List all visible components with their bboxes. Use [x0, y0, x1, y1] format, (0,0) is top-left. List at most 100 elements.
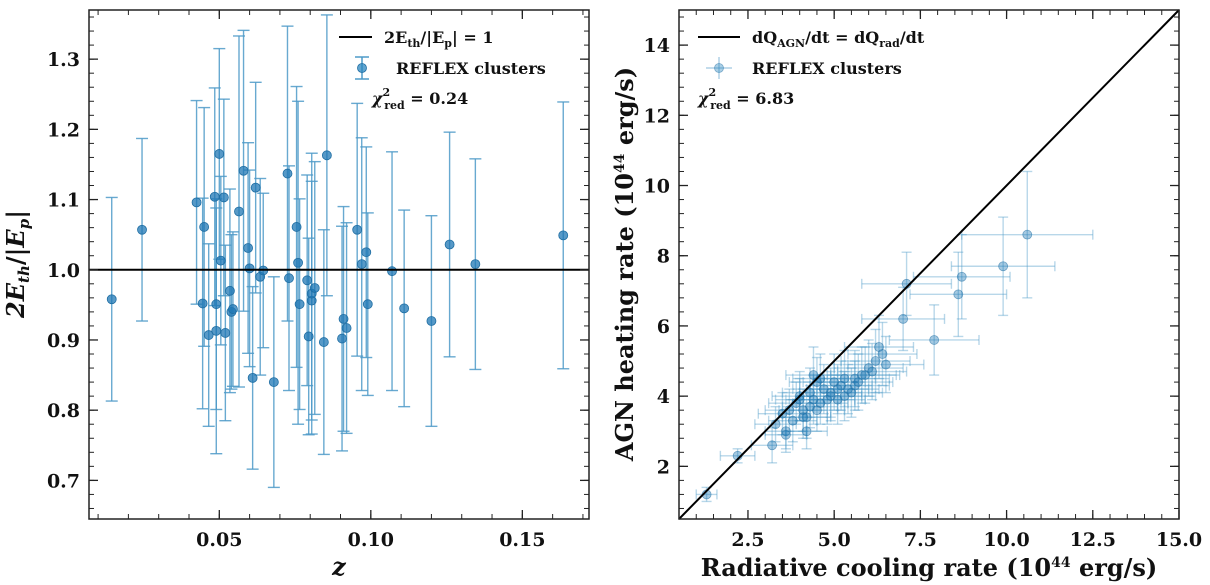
- data-point: [310, 284, 319, 293]
- left-legend-line-label: 2Eth/|Ep| = 1: [384, 28, 493, 50]
- identity-line: [679, 10, 1179, 519]
- data-point: [930, 335, 939, 344]
- data-point: [899, 314, 908, 323]
- data-point: [957, 272, 966, 281]
- data-point: [269, 378, 278, 387]
- data-point: [107, 295, 116, 304]
- left-points: [107, 149, 568, 386]
- data-point: [245, 264, 254, 273]
- data-point: [806, 402, 815, 411]
- data-point: [362, 248, 371, 257]
- x-tick-label: 15.0: [1156, 529, 1202, 551]
- y-tick-label: 12: [644, 105, 670, 127]
- data-point: [357, 260, 366, 269]
- data-point: [427, 317, 436, 326]
- left-legend-marker: [358, 64, 367, 73]
- left-frame: [89, 10, 589, 519]
- data-point: [338, 334, 347, 343]
- right-points: [702, 230, 1032, 499]
- data-point: [400, 304, 409, 313]
- data-point: [198, 299, 207, 308]
- data-point: [388, 267, 397, 276]
- data-point: [339, 314, 348, 323]
- data-point: [138, 225, 147, 234]
- y-tick-label: 1.1: [47, 190, 80, 212]
- right-legend: dQAGN/dt = dQrad/dt REFLEX clusters χ2 re…: [697, 28, 925, 112]
- data-point: [210, 192, 219, 201]
- right-legend-line-label: dQAGN/dt = dQrad/dt: [752, 28, 925, 50]
- y-tick-label: 1.0: [47, 260, 80, 282]
- data-point: [881, 360, 890, 369]
- data-point: [878, 350, 887, 359]
- data-point: [799, 413, 808, 422]
- y-tick-label: 10: [644, 176, 670, 198]
- y-tick-label: 0.7: [47, 470, 80, 492]
- data-point: [239, 166, 248, 175]
- data-point: [788, 416, 797, 425]
- data-point: [295, 300, 304, 309]
- y-tick-label: 2: [657, 456, 670, 478]
- x-tick-label: 10.0: [983, 529, 1029, 551]
- data-point: [225, 286, 234, 295]
- y-tick-label: 4: [657, 386, 670, 408]
- y-tick-label: 1.3: [47, 49, 80, 71]
- data-point: [826, 392, 835, 401]
- data-point: [285, 274, 294, 283]
- data-point: [283, 169, 292, 178]
- data-point: [244, 244, 253, 253]
- y-tick-label: 0.9: [47, 330, 80, 352]
- right-panel: 2.5 5.0 7.5 10.0 12.5 15.0 2 4 6 8 10 12 14 dQAGN/dt…: [610, 10, 1202, 582]
- x-tick-label: 7.5: [904, 529, 937, 551]
- data-point: [1023, 230, 1032, 239]
- data-point: [999, 262, 1008, 271]
- data-point: [768, 441, 777, 450]
- left-chi-squared-annotation: χ2 red = 0.24: [371, 86, 468, 112]
- data-point: [215, 149, 224, 158]
- left-legend-series-label: REFLEX clusters: [396, 59, 546, 78]
- x-tick-label: 12.5: [1070, 529, 1116, 551]
- x-tick-label: 5.0: [818, 529, 851, 551]
- right-chi-squared-annotation: χ2 red = 6.83: [697, 86, 794, 112]
- data-point: [303, 276, 312, 285]
- data-point: [212, 300, 221, 309]
- x-tick-label: 0.05: [196, 529, 242, 551]
- data-point: [216, 256, 225, 265]
- data-point: [854, 378, 863, 387]
- y-tick-label: 1.2: [47, 119, 80, 141]
- left-ticks: 0.05 0.10 0.15 0.7 0.8 0.9 1.0 1.1 1.2 1.3: [47, 10, 589, 551]
- left-ylabel: 2Eth/|Ep|: [1, 210, 33, 319]
- data-point: [235, 207, 244, 216]
- right-xlabel: Radiative cooling rate (1044 erg/s): [701, 553, 1158, 582]
- data-point: [802, 427, 811, 436]
- right-legend-series-label: REFLEX clusters: [752, 59, 902, 78]
- data-point: [471, 260, 480, 269]
- data-point: [294, 258, 303, 267]
- data-point: [251, 183, 260, 192]
- data-point: [342, 324, 351, 333]
- y-tick-label: 14: [644, 35, 670, 57]
- x-tick-label: 2.5: [731, 529, 764, 551]
- y-tick-label: 0.8: [47, 400, 80, 422]
- x-tick-label: 0.10: [348, 529, 394, 551]
- data-point: [559, 231, 568, 240]
- right-ylabel: AGN heating rate (1044 erg/s): [610, 67, 639, 462]
- data-point: [840, 374, 849, 383]
- left-errorbars: [106, 15, 570, 487]
- y-tick-label: 8: [657, 246, 670, 268]
- data-point: [212, 326, 221, 335]
- right-legend-marker: [715, 64, 724, 73]
- left-legend: 2Eth/|Ep| = 1 REFLEX clusters χ2 red = 0.…: [339, 28, 546, 112]
- data-point: [871, 357, 880, 366]
- x-tick-label: 0.15: [499, 529, 545, 551]
- left-panel: 0.05 0.10 0.15 0.7 0.8 0.9 1.0 1.1 1.2 1.3 2Eth/|…: [1, 10, 589, 581]
- data-point: [833, 385, 842, 394]
- data-point: [221, 328, 230, 337]
- data-point: [363, 300, 372, 309]
- data-point: [781, 430, 790, 439]
- data-point: [219, 193, 228, 202]
- data-point: [248, 373, 257, 382]
- data-point: [192, 198, 201, 207]
- data-point: [353, 225, 362, 234]
- right-errorbars: [696, 171, 1093, 501]
